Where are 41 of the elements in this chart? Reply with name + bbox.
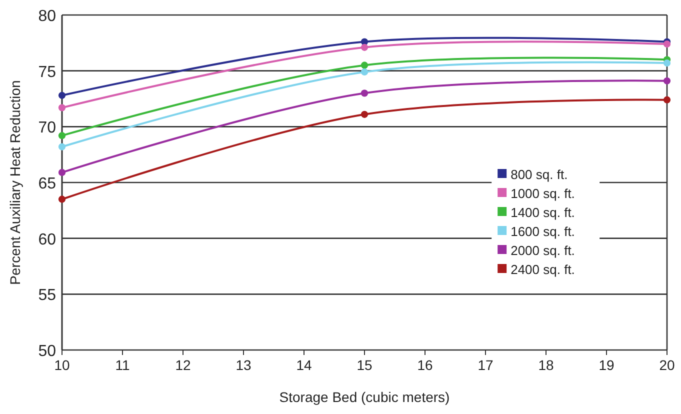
y-tick-label: 50 bbox=[38, 343, 56, 360]
legend-label: 2400 sq. ft. bbox=[510, 262, 575, 277]
point bbox=[360, 90, 368, 97]
x-tick-label: 14 bbox=[296, 357, 312, 373]
x-tick-label: 20 bbox=[659, 357, 675, 373]
x-tick-label: 11 bbox=[115, 357, 130, 373]
point bbox=[663, 40, 671, 48]
point bbox=[58, 168, 66, 176]
point bbox=[663, 59, 671, 67]
legend-label: 1000 sq. ft. bbox=[510, 186, 575, 201]
y-tick-label: 80 bbox=[38, 8, 56, 25]
point bbox=[663, 96, 671, 104]
x-tick-label: 10 bbox=[54, 357, 70, 373]
legend-label: 800 sq. ft. bbox=[510, 167, 568, 182]
point bbox=[360, 62, 368, 69]
y-axis-title: Percent Auxiliary Heat Reduction bbox=[7, 80, 23, 285]
point bbox=[663, 77, 671, 84]
point bbox=[58, 143, 66, 150]
point bbox=[58, 132, 66, 140]
y-tick-label: 65 bbox=[38, 176, 56, 192]
x-tick-label: 16 bbox=[417, 357, 433, 373]
x-tick-label: 17 bbox=[478, 357, 494, 373]
x-tick-label: 15 bbox=[356, 357, 372, 373]
y-tick-label: 70 bbox=[38, 120, 56, 137]
point bbox=[58, 196, 66, 203]
y-tick-label: 75 bbox=[38, 64, 56, 81]
x-tick-label: 19 bbox=[598, 357, 614, 373]
y-tick-label: 55 bbox=[38, 287, 56, 304]
legend-label: 1400 sq. ft. bbox=[510, 205, 575, 220]
point bbox=[58, 104, 66, 112]
point bbox=[360, 44, 368, 51]
legend-label: 2000 sq. ft. bbox=[510, 243, 575, 258]
point bbox=[58, 92, 66, 99]
y-tick-label: 60 bbox=[38, 231, 56, 248]
x-tick-label: 13 bbox=[236, 357, 252, 373]
point bbox=[360, 110, 368, 118]
x-axis-title: Storage Bed (cubic meters) bbox=[279, 389, 450, 405]
point bbox=[360, 68, 368, 76]
legend-label: 1600 sq. ft. bbox=[510, 224, 575, 239]
x-tick-label: 18 bbox=[538, 357, 554, 373]
x-tick-label: 12 bbox=[175, 357, 191, 373]
